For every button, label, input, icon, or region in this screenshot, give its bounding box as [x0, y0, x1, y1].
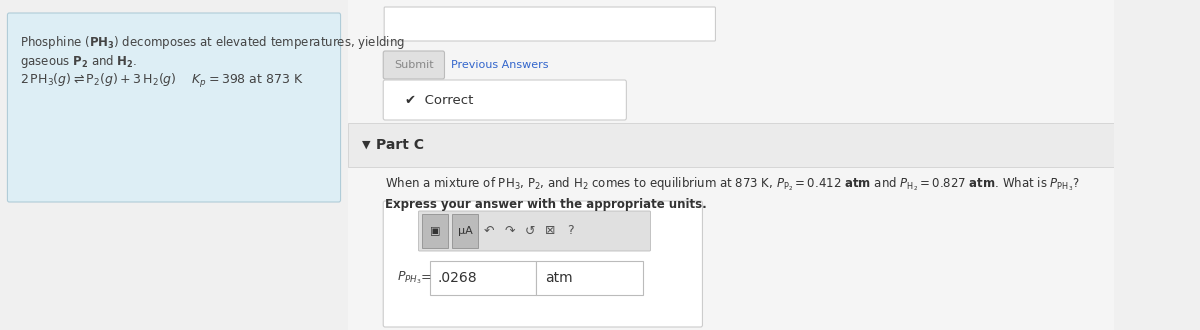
- Text: ✔  Correct: ✔ Correct: [404, 93, 473, 107]
- Text: $P_{\mathit{PH_3}}$: $P_{\mathit{PH_3}}$: [397, 270, 422, 286]
- Text: ?: ?: [568, 224, 574, 238]
- Text: ↺: ↺: [524, 224, 535, 238]
- FancyBboxPatch shape: [419, 211, 650, 251]
- Text: µA: µA: [457, 226, 473, 236]
- Text: Part C: Part C: [376, 138, 424, 152]
- FancyBboxPatch shape: [383, 51, 444, 79]
- Text: ⊠: ⊠: [545, 224, 556, 238]
- Text: gaseous $\mathbf{P_2}$ and $\mathbf{H_2}$.: gaseous $\mathbf{P_2}$ and $\mathbf{H_2}…: [20, 53, 138, 70]
- Text: Phosphine ($\mathbf{PH_3}$) decomposes at elevated temperatures, yielding: Phosphine ($\mathbf{PH_3}$) decomposes a…: [20, 34, 406, 51]
- FancyBboxPatch shape: [383, 201, 702, 327]
- Bar: [430, 261, 536, 295]
- Bar: [536, 261, 643, 295]
- Text: Submit: Submit: [394, 60, 433, 70]
- FancyBboxPatch shape: [383, 80, 626, 120]
- Text: =: =: [420, 272, 431, 284]
- FancyBboxPatch shape: [7, 13, 341, 202]
- Text: ↷: ↷: [504, 224, 515, 238]
- Text: $2\,\mathrm{PH_3}(g) \rightleftharpoons \mathrm{P_2}(g) + 3\,\mathrm{H_2}(g)$   : $2\,\mathrm{PH_3}(g) \rightleftharpoons …: [20, 72, 304, 90]
- Text: atm: atm: [545, 271, 572, 285]
- FancyBboxPatch shape: [384, 7, 715, 41]
- Bar: [452, 214, 478, 248]
- Text: ▣: ▣: [430, 226, 440, 236]
- Text: ↶: ↶: [484, 224, 494, 238]
- Text: When a mixture of $\mathrm{PH_3}$, $\mathrm{P_2}$, and $\mathrm{H_2}$ comes to e: When a mixture of $\mathrm{PH_3}$, $\mat…: [385, 175, 1080, 193]
- Text: .0268: .0268: [438, 271, 478, 285]
- Text: ▼: ▼: [362, 140, 371, 150]
- Text: Previous Answers: Previous Answers: [451, 60, 548, 70]
- Bar: [348, 123, 1114, 167]
- Bar: [348, 0, 1114, 330]
- Text: Express your answer with the appropriate units.: Express your answer with the appropriate…: [385, 198, 707, 211]
- Bar: [422, 214, 448, 248]
